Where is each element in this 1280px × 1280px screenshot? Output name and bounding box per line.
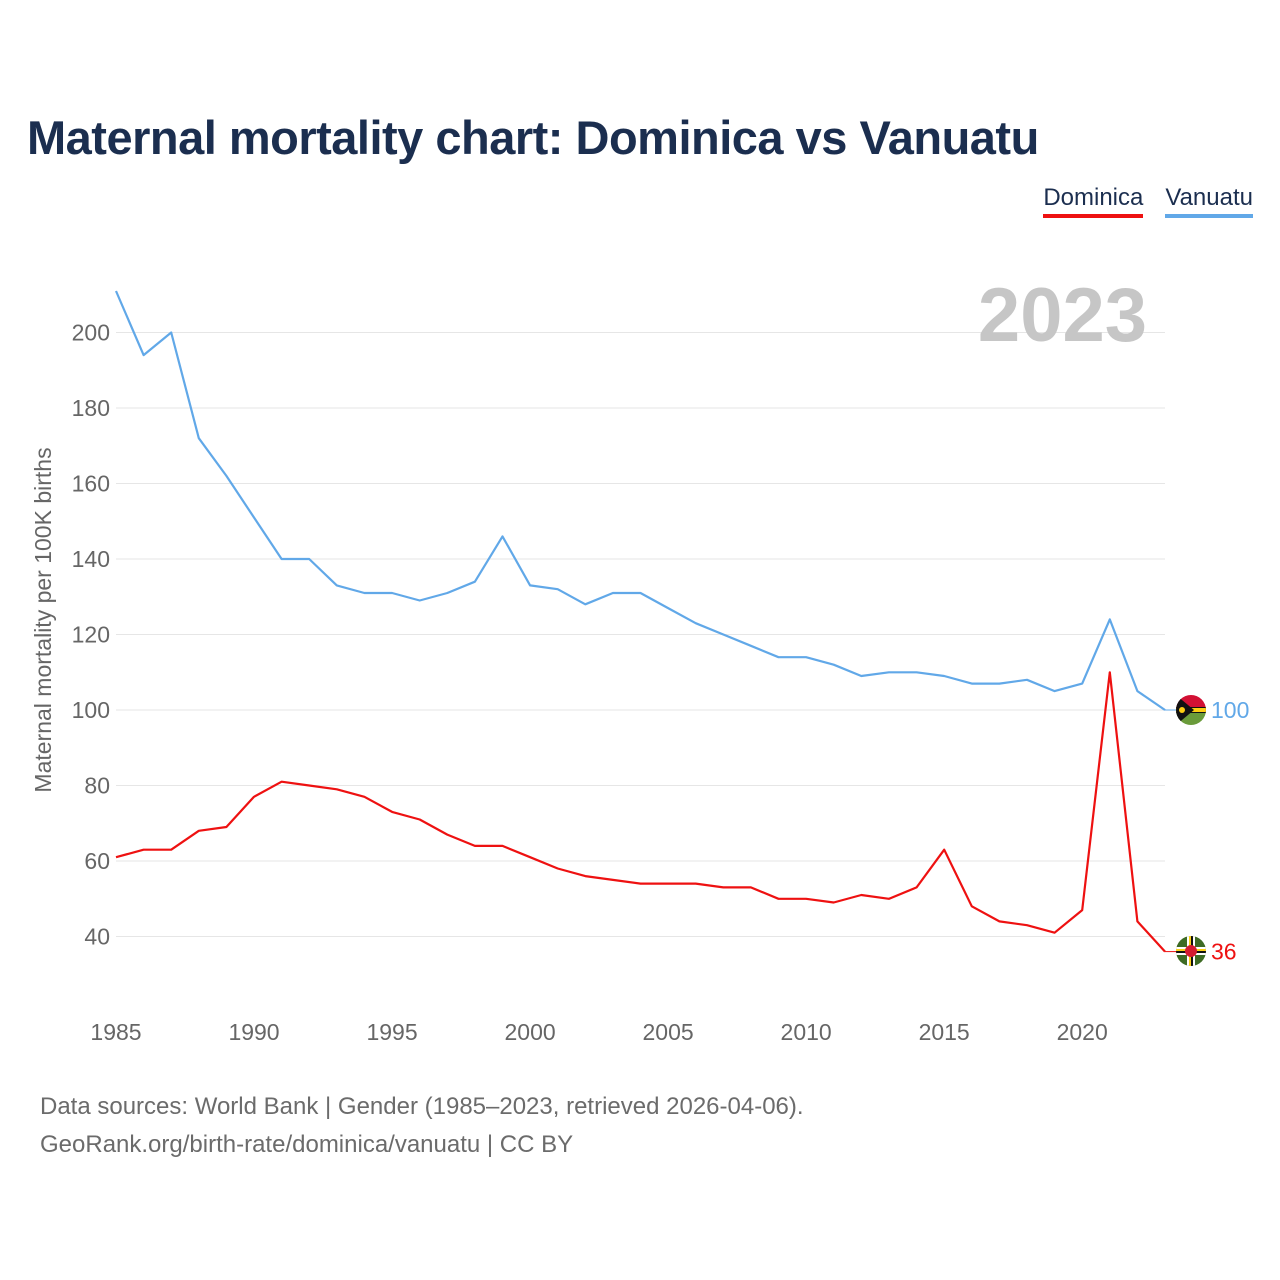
year-label: 2023 bbox=[978, 273, 1147, 358]
x-tick-label: 2015 bbox=[919, 1019, 970, 1045]
series-line-vanuatu bbox=[114, 290, 1166, 711]
x-tick-label: 2010 bbox=[781, 1019, 832, 1045]
data-source-text: Data sources: World Bank | Gender (1985–… bbox=[40, 1093, 804, 1120]
y-tick-label: 100 bbox=[72, 697, 110, 723]
y-tick-label: 80 bbox=[84, 773, 110, 799]
y-axis-label: Maternal mortality per 100K births bbox=[30, 447, 56, 792]
footer: Data sources: World Bank | Gender (1985–… bbox=[40, 1088, 804, 1164]
y-tick-label: 60 bbox=[84, 848, 110, 874]
series-line-dominica bbox=[115, 671, 1166, 953]
source-link[interactable]: GeoRank.org/birth-rate/dominica/vanuatu … bbox=[40, 1131, 574, 1158]
x-tick-label: 1990 bbox=[228, 1019, 279, 1045]
x-tick-label: 1985 bbox=[90, 1019, 141, 1045]
vanuatu-flag-icon bbox=[1176, 695, 1206, 725]
chart-title: Maternal mortality chart: Dominica vs Va… bbox=[27, 111, 1039, 164]
legend-item-vanuatu[interactable]: Vanuatu bbox=[1165, 184, 1253, 218]
y-tick-label: 180 bbox=[72, 395, 110, 421]
dominica-flag-icon bbox=[1176, 936, 1206, 966]
end-value-label-dominica: 36 bbox=[1211, 939, 1237, 965]
legend: Dominica Vanuatu bbox=[1043, 184, 1253, 218]
y-tick-label: 160 bbox=[72, 471, 110, 497]
y-tick-label: 200 bbox=[72, 320, 110, 346]
x-tick-label: 1995 bbox=[366, 1019, 417, 1045]
y-tick-label: 40 bbox=[84, 924, 110, 950]
x-tick-label: 2020 bbox=[1057, 1019, 1108, 1045]
x-tick-label: 2005 bbox=[643, 1019, 694, 1045]
y-tick-label: 120 bbox=[72, 622, 110, 648]
end-value-label-vanuatu: 100 bbox=[1211, 697, 1249, 723]
y-tick-label: 140 bbox=[72, 546, 110, 572]
legend-item-dominica[interactable]: Dominica bbox=[1043, 184, 1144, 218]
x-tick-label: 2000 bbox=[504, 1019, 555, 1045]
